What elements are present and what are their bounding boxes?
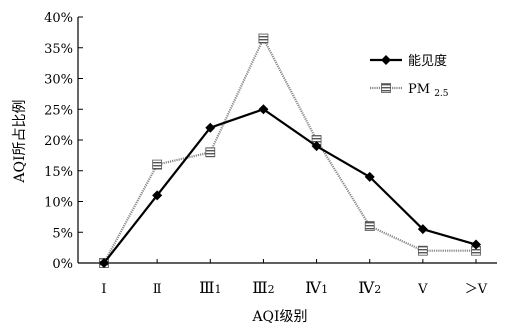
data-point (152, 190, 163, 201)
legend-label: PM 2.5 (408, 82, 449, 99)
series-line-segment (103, 194, 159, 264)
data-point (152, 159, 163, 170)
x-tick-label: ＞Ⅴ (465, 282, 488, 297)
data-point (364, 171, 375, 182)
series-1 (99, 33, 481, 268)
series-line-segment (368, 176, 424, 230)
series-line-segment (103, 164, 159, 264)
series-layer (99, 33, 481, 268)
x-tick-label: Ⅱ (153, 282, 162, 297)
series-line-segment (316, 145, 371, 178)
series-line-segment (422, 228, 477, 246)
y-tick-label: 40% (44, 11, 73, 26)
legend-marker (381, 83, 391, 93)
data-point (417, 224, 428, 235)
series-line-segment (262, 38, 318, 141)
legend-label: 能见度 (408, 53, 447, 69)
y-tick-label: 0% (52, 257, 73, 272)
x-axis-title: AQI级别 (251, 309, 307, 325)
y-tick-label: 25% (44, 103, 73, 118)
legend-marker (381, 55, 391, 65)
x-tick-label: Ⅲ2 (252, 278, 274, 297)
data-point (471, 239, 481, 250)
y-tick-label: 30% (44, 73, 73, 88)
data-point (205, 122, 216, 133)
data-point (417, 245, 428, 256)
x-tick-label: Ⅳ1 (305, 278, 328, 297)
x-tick-label: Ⅳ2 (358, 278, 381, 297)
y-tick-label: 10% (44, 196, 73, 211)
data-point (205, 147, 216, 158)
y-tick-label: 20% (44, 134, 73, 149)
data-point (258, 104, 269, 115)
series-line-segment (209, 38, 265, 153)
axes: 0% 5% 10% 15% 20% 25% 30% 35% 40% Ⅰ Ⅱ Ⅲ1 Ⅲ2 Ⅳ1 Ⅳ2 Ⅴ ＞Ⅴ (44, 11, 497, 297)
series-line-segment (209, 108, 264, 129)
series-line-segment (315, 139, 371, 227)
y-axis-title: AQI所占比例 (12, 99, 28, 183)
y-tick-label: 15% (44, 165, 73, 180)
x-tick-label: Ⅴ (417, 282, 428, 297)
x-tick-label: Ⅲ1 (199, 278, 221, 297)
data-point (258, 33, 269, 44)
legend: 能见度 PM 2.5 (370, 53, 449, 99)
y-tick-label: 35% (44, 42, 73, 57)
data-point (99, 258, 109, 268)
data-point (364, 221, 375, 232)
x-tick-label: Ⅰ (101, 282, 106, 297)
y-tick-label: 5% (52, 226, 73, 241)
series-line-segment (156, 127, 212, 197)
series-line-segment (156, 151, 211, 166)
data-point (311, 141, 322, 152)
series-line-segment (369, 225, 424, 252)
series-0 (99, 104, 481, 268)
series-line-segment (262, 108, 318, 148)
